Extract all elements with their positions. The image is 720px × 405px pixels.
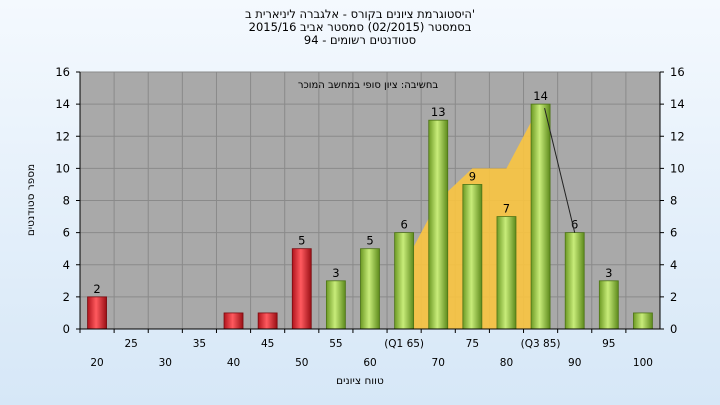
bar-data-label: 9 (469, 169, 476, 183)
bar-data-label: 13 (431, 105, 446, 119)
x-tick-label: 80 (500, 357, 513, 369)
x-tick-label: (Q3 85) (521, 338, 561, 350)
x-tick-label: 55 (329, 338, 342, 350)
bar-data-label: 7 (503, 202, 510, 216)
x-tick-label: 95 (602, 338, 615, 350)
bar-data-label: 5 (366, 234, 373, 248)
bar (325, 280, 346, 330)
chart-annotation: בחשיבה: ציון סופי במחשב המוכר (298, 80, 439, 91)
y-tick-label-left: 14 (55, 97, 70, 111)
y-tick-label-right: 14 (670, 97, 685, 111)
bar-data-label: 2 (93, 282, 100, 296)
x-tick-label: 50 (295, 357, 308, 369)
y-tick-label-left: 10 (55, 161, 70, 175)
x-tick-label: 60 (363, 357, 376, 369)
x-tick-label: 45 (261, 338, 274, 350)
x-tick-label: 40 (227, 357, 240, 369)
chart-title-line-1: היסטוגרמת ציונים בקורס - אלגברה ליניארית… (244, 7, 476, 21)
x-tick-label: 100 (633, 357, 653, 369)
bar (530, 103, 551, 330)
y-tick-label-right: 0 (670, 322, 677, 336)
x-tick-label: 90 (568, 357, 581, 369)
x-tick-label: 20 (90, 357, 103, 369)
y-tick-label-right: 12 (670, 129, 685, 143)
x-tick-label: (Q1 65) (384, 338, 424, 350)
y-tick-label-left: 2 (63, 290, 70, 304)
y-tick-label-left: 4 (63, 258, 70, 272)
bar (87, 296, 107, 330)
bar-data-label: 5 (298, 234, 305, 248)
bar (291, 248, 312, 330)
y-tick-label-right: 4 (670, 258, 677, 272)
y-tick-label-left: 12 (55, 129, 70, 143)
chart-title-line-2: בסמסטר (02/2015) סמסטר אביב 2015/16 (248, 20, 472, 34)
bar (394, 232, 415, 330)
x-tick-label: 75 (466, 338, 479, 350)
y-tick-label-left: 0 (63, 322, 70, 336)
bar-data-label: 6 (571, 218, 578, 232)
bar (257, 312, 278, 330)
bar (496, 216, 517, 330)
y-tick-label-right: 2 (670, 290, 677, 304)
bar (598, 280, 619, 330)
y-tick-label-right: 6 (670, 226, 677, 240)
bar (223, 312, 244, 330)
x-tick-label: 70 (432, 357, 445, 369)
bar (462, 184, 483, 330)
bar-data-label: 3 (332, 266, 339, 280)
bar (564, 232, 585, 330)
q3-connector-line (544, 108, 576, 233)
y-tick-label-left: 8 (63, 194, 70, 208)
y-axis-label: מספר סטודנטים (25, 164, 37, 236)
bar-data-label: 3 (605, 266, 612, 280)
y-tick-label-left: 6 (63, 226, 70, 240)
x-axis-label: טווח ציונים (336, 375, 384, 387)
y-tick-label-right: 10 (670, 161, 685, 175)
x-tick-label: 25 (124, 338, 137, 350)
chart-title-line-3: סטודנטים רשומים - 94 (303, 33, 417, 47)
x-tick-label: 35 (193, 338, 206, 350)
chart-title: היסטוגרמת ציונים בקורס - אלגברה ליניארית… (0, 8, 720, 47)
x-tick-label: 30 (159, 357, 172, 369)
y-tick-label-left: 16 (55, 65, 70, 79)
y-tick-label-right: 16 (670, 65, 685, 79)
bar-data-label: 6 (400, 218, 407, 232)
y-tick-label-right: 8 (670, 194, 677, 208)
bar (360, 248, 380, 330)
bar (428, 119, 449, 330)
bar (633, 312, 653, 330)
bar-data-label: 14 (533, 89, 548, 103)
